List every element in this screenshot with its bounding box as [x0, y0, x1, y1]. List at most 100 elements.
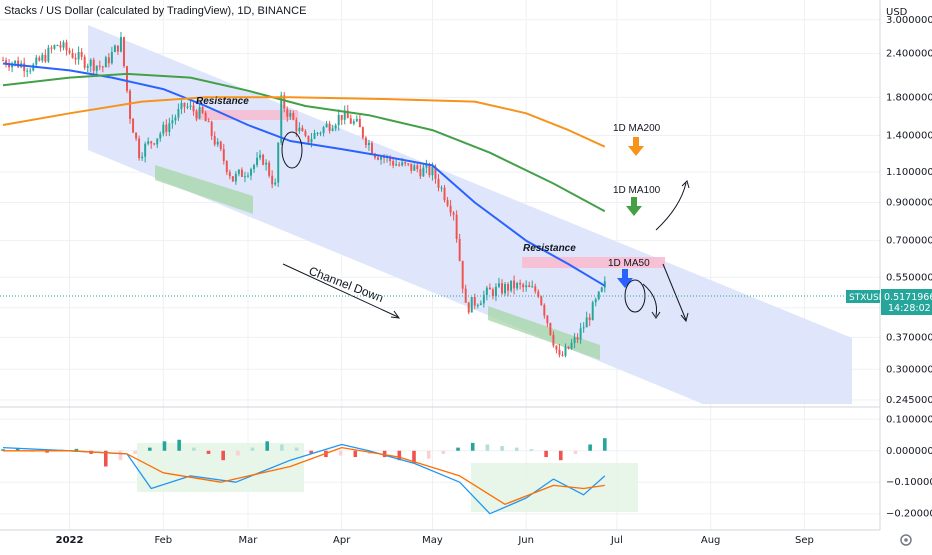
- macd-histogram-bar: [441, 450, 446, 454]
- candle-body: [401, 162, 404, 166]
- macd-histogram-bar: [250, 447, 255, 451]
- bullish-arrowhead: [681, 180, 690, 189]
- macd-tick-label: 0.00000000: [886, 446, 932, 457]
- macd-histogram-bar: [500, 446, 504, 451]
- time-tick-label: Jun: [517, 535, 534, 546]
- candle-body: [449, 205, 452, 213]
- candle-body: [265, 162, 268, 165]
- candle-body: [35, 57, 38, 65]
- price-tick-label: 0.24500000: [886, 395, 932, 406]
- candle-body: [56, 45, 59, 47]
- macd-histogram-bar: [236, 450, 240, 456]
- candle-body: [404, 162, 407, 164]
- candle-body: [476, 305, 479, 307]
- candle-body: [292, 113, 295, 120]
- channel-arrow: [282, 263, 399, 318]
- candle-body: [271, 175, 274, 185]
- candle-body: [380, 157, 383, 160]
- candle-body: [77, 51, 80, 60]
- candle-body: [156, 138, 159, 145]
- candle-body: [497, 283, 500, 287]
- candle-body: [579, 328, 582, 340]
- candle-body: [150, 141, 153, 144]
- price-tick-label: 2.40000000: [886, 49, 932, 60]
- candle-body: [597, 291, 600, 300]
- candle-body: [603, 281, 606, 288]
- candle-body: [361, 127, 364, 138]
- macd-histogram-bar: [338, 450, 343, 456]
- candle-body: [116, 45, 119, 52]
- candle-body: [243, 176, 246, 178]
- ma50-line: [2, 62, 606, 287]
- candle-body: [89, 59, 92, 66]
- candle-body: [467, 302, 470, 313]
- candle-body: [355, 118, 358, 122]
- candle-body: [377, 157, 379, 160]
- candle-body: [570, 342, 573, 349]
- time-tick-label: Feb: [154, 535, 172, 546]
- macd-histogram-bar: [148, 447, 152, 451]
- time-tick-label: Mar: [239, 535, 259, 546]
- candle-body: [591, 302, 594, 321]
- candle-body: [71, 52, 74, 58]
- candle-body: [537, 291, 540, 297]
- macd-histogram-bar: [162, 441, 167, 451]
- candle-body: [14, 60, 17, 64]
- candle-body: [383, 157, 386, 159]
- macd-histogram-bar: [588, 444, 592, 451]
- candle-body: [192, 105, 195, 112]
- candle-body: [343, 110, 346, 120]
- candle-body: [107, 57, 110, 64]
- resistance-label-2: Resistance: [523, 243, 576, 254]
- macd-pane: [1, 438, 607, 515]
- candle-body: [8, 64, 11, 68]
- price-tick-label: 0.55000000: [886, 272, 932, 283]
- candle-body: [119, 37, 122, 52]
- candle-body: [473, 297, 476, 306]
- channel-arrowhead: [390, 310, 401, 319]
- candle-body: [29, 70, 32, 72]
- currency-label: USD: [886, 7, 908, 18]
- candle-body: [304, 131, 307, 136]
- candle-body: [153, 143, 156, 145]
- candle-body: [228, 172, 231, 177]
- candle-body: [573, 337, 576, 343]
- candle-body: [600, 287, 603, 292]
- symbol-tag-text: STXUSD: [849, 293, 886, 303]
- candle-body: [180, 102, 183, 110]
- macd-histogram-bar: [573, 450, 578, 454]
- candle-body: [216, 141, 219, 145]
- candle-body: [364, 137, 367, 146]
- candle-body: [446, 200, 449, 206]
- macd-histogram-bar: [280, 444, 284, 451]
- support-zone-1: [155, 165, 253, 214]
- candle-body: [298, 127, 301, 132]
- candle-body: [555, 345, 558, 350]
- bearish-scenario-arrow-2: [662, 263, 687, 321]
- candle-body: [510, 280, 513, 291]
- macd-histogram-bar: [103, 450, 108, 467]
- price-tick-label: 0.90000000: [886, 198, 932, 209]
- candle-body: [259, 154, 262, 158]
- macd-histogram-bar: [133, 450, 137, 454]
- candle-body: [552, 334, 555, 346]
- candle-body: [488, 287, 491, 290]
- ma100-line: [2, 72, 606, 213]
- ma50-arrow-icon: [617, 269, 633, 288]
- candle-body: [253, 165, 256, 170]
- candle-body: [26, 70, 29, 72]
- macd-histogram-bar: [15, 448, 20, 451]
- candle-body: [352, 121, 355, 124]
- macd-histogram-bar: [221, 450, 225, 461]
- candle-body: [370, 142, 373, 154]
- candle-body: [322, 127, 325, 133]
- time-tick-label: Sep: [795, 535, 814, 546]
- candle-body: [186, 106, 189, 108]
- price-tick-label: 0.37000000: [886, 332, 932, 343]
- candle-body: [522, 284, 525, 288]
- candle-body: [594, 299, 597, 303]
- candle-body: [2, 60, 5, 62]
- settings-gear-icon[interactable]: [900, 534, 912, 546]
